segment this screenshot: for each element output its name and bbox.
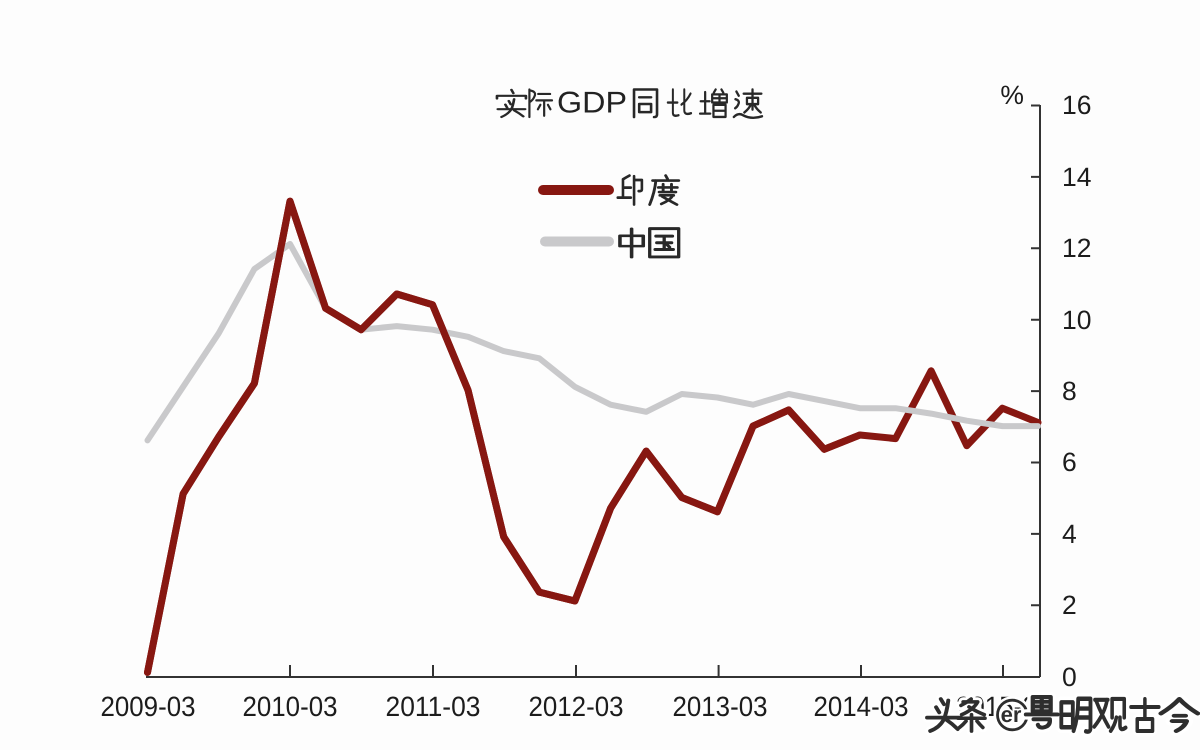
svg-text:10: 10 — [1062, 305, 1091, 335]
svg-text:4: 4 — [1062, 519, 1077, 549]
svg-text:2: 2 — [1062, 590, 1077, 620]
svg-text:GDP: GDP — [557, 87, 627, 120]
svg-text:2011-03: 2011-03 — [386, 691, 481, 722]
svg-text:6: 6 — [1062, 447, 1077, 477]
svg-text:2009-03: 2009-03 — [101, 691, 196, 722]
svg-text:2010-03: 2010-03 — [243, 691, 338, 722]
svg-text:8: 8 — [1062, 376, 1077, 406]
svg-text:16: 16 — [1062, 90, 1091, 120]
svg-text:2013-03: 2013-03 — [673, 691, 768, 722]
svg-text:2012-03: 2012-03 — [529, 691, 624, 722]
svg-text:0: 0 — [1062, 662, 1077, 692]
svg-text:2014-03: 2014-03 — [814, 691, 909, 722]
svg-text:12: 12 — [1062, 233, 1091, 263]
svg-text:er: er — [1001, 702, 1022, 727]
svg-text:14: 14 — [1062, 162, 1091, 192]
svg-text:%: % — [1000, 80, 1024, 110]
